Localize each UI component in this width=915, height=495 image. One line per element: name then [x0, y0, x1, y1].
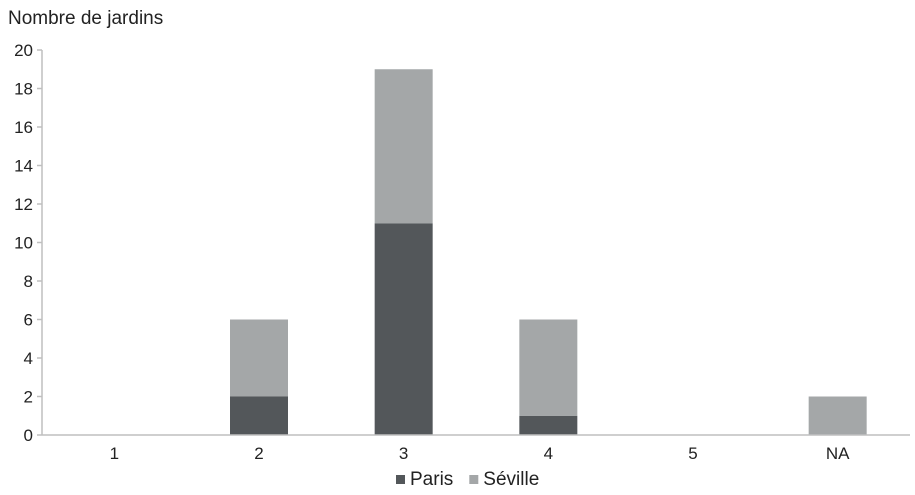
x-tick-label: 1	[110, 444, 119, 463]
x-tick-label: 3	[399, 444, 408, 463]
y-tick-label: 4	[24, 349, 33, 368]
bar-paris-3	[374, 223, 433, 435]
legend-swatch-paris	[396, 475, 405, 484]
bar-s-ville-na	[808, 396, 867, 435]
x-tick-label: 2	[254, 444, 263, 463]
legend: Paris Séville	[396, 469, 539, 490]
x-tick-label: 5	[688, 444, 697, 463]
y-tick-label: 16	[14, 118, 33, 137]
legend-label-s-ville: Séville	[483, 469, 539, 490]
bar-s-ville-3	[374, 69, 433, 224]
y-tick-label: 10	[14, 234, 33, 253]
bar-paris-4	[519, 415, 578, 435]
bar-s-ville-4	[519, 319, 578, 416]
y-tick-label: 8	[24, 272, 33, 291]
y-axis-title: Nombre de jardins	[8, 8, 163, 29]
y-tick-label: 20	[14, 41, 33, 60]
y-tick-label: 12	[14, 195, 33, 214]
x-tick-label: NA	[826, 444, 850, 463]
y-axis: 0 2 4 6 8 10 12 14 16 18 20	[14, 41, 43, 445]
bars	[230, 69, 867, 435]
y-tick-label: 2	[24, 388, 33, 407]
legend-label-paris: Paris	[410, 469, 453, 490]
bar-paris-2	[230, 396, 288, 435]
bar-s-ville-2	[230, 319, 288, 397]
x-axis: 1 2 3 4 5 NA	[42, 434, 910, 463]
y-tick-label: 6	[24, 311, 33, 330]
y-tick-label: 0	[24, 426, 33, 445]
x-tick-label: 4	[544, 444, 553, 463]
y-tick-label: 14	[14, 157, 33, 176]
y-tick-label: 18	[14, 80, 33, 99]
legend-swatch-s-ville	[469, 475, 479, 484]
